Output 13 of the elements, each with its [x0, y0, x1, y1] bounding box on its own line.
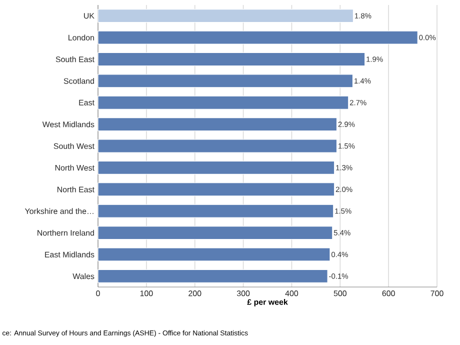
- bar: [98, 182, 335, 196]
- bar: [98, 160, 335, 175]
- bar: [98, 118, 338, 132]
- bar: [98, 139, 338, 153]
- bar: [98, 204, 334, 218]
- bar: [98, 9, 354, 23]
- bar: [98, 52, 366, 66]
- bar: [98, 30, 418, 44]
- bar: [98, 74, 354, 88]
- bar: [98, 269, 328, 283]
- bar: [98, 226, 333, 240]
- bar: [98, 96, 349, 110]
- bar: [98, 248, 330, 262]
